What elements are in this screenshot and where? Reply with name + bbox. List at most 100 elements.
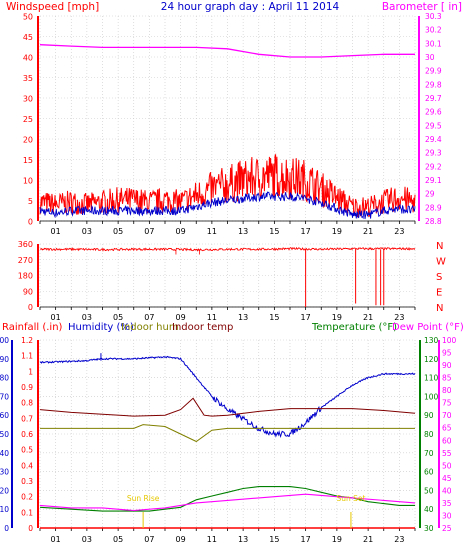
compass-label: E bbox=[436, 288, 442, 299]
rainfall-tick-label: 0.1 bbox=[21, 508, 33, 517]
dew-point-tick-label: 55 bbox=[442, 449, 452, 458]
humidity-axis-title: Humidity (%) bbox=[68, 322, 134, 333]
humidity-tick-label: 60 bbox=[0, 411, 9, 420]
temperature-tick-label: 80 bbox=[424, 430, 434, 439]
hour-tick-label: 23 bbox=[394, 535, 404, 544]
barometer-tick-label: 29 bbox=[425, 190, 435, 199]
temperature-tick-label: 70 bbox=[424, 449, 434, 458]
indoor-humidity-line bbox=[40, 424, 415, 443]
hour-tick-label: 03 bbox=[82, 313, 92, 322]
indoor-temp-line bbox=[39, 397, 416, 417]
dew-point-line bbox=[39, 493, 416, 512]
humidity-line bbox=[39, 355, 416, 438]
temperature-tick-label: 100 bbox=[424, 392, 439, 401]
dew-point-tick-label: 100 bbox=[442, 336, 457, 345]
wind-barometer-panel: 0510152025303540455028.828.92929.129.229… bbox=[23, 12, 442, 236]
hour-tick-label: 23 bbox=[394, 227, 404, 236]
windspeed-tick-label: 10 bbox=[23, 177, 33, 186]
dew-point-tick-label: 85 bbox=[442, 374, 452, 383]
hour-tick-label: 11 bbox=[207, 227, 217, 236]
rainfall-tick-label: 0.2 bbox=[21, 493, 33, 502]
hour-tick-label: 15 bbox=[269, 313, 279, 322]
dew-point-tick-label: 95 bbox=[442, 349, 452, 358]
dew-point-tick-label: 70 bbox=[442, 411, 452, 420]
barometer-tick-label: 29.7 bbox=[425, 94, 442, 103]
humidity-tick-label: 90 bbox=[0, 355, 9, 364]
rainfall-tick-label: 1.2 bbox=[21, 336, 33, 345]
barometer-tick-label: 29.6 bbox=[425, 108, 442, 117]
barometer-tick-label: 28.8 bbox=[425, 217, 442, 226]
humidity-tick-label: 0 bbox=[4, 524, 9, 533]
humidity-tick-label: 80 bbox=[0, 374, 9, 383]
windspeed-tick-label: 25 bbox=[23, 115, 33, 124]
rainfall-tick-label: 0.5 bbox=[21, 446, 33, 455]
windspeed-tick-label: 0 bbox=[28, 218, 33, 227]
dew-point-tick-label: 30 bbox=[442, 511, 452, 520]
humidity-tick-label: 10 bbox=[0, 505, 9, 514]
hour-tick-label: 05 bbox=[113, 313, 123, 322]
hour-tick-label: 01 bbox=[51, 535, 61, 544]
windspeed-tick-label: 15 bbox=[23, 156, 33, 165]
wind-direction-line bbox=[39, 246, 416, 252]
dew-point-tick-label: 35 bbox=[442, 499, 452, 508]
rainfall-tick-label: 0.4 bbox=[21, 461, 33, 470]
temperature-panel-header: Rainfall (.in) Humidity (%)Indoor humIndo… bbox=[2, 322, 464, 333]
hour-tick-label: 21 bbox=[363, 535, 373, 544]
hour-tick-label: 09 bbox=[176, 313, 186, 322]
temperature-humidity-panel: 010203040506070809010000.10.20.30.40.50.… bbox=[0, 336, 457, 544]
indoor-humidity-title: Indoor hum bbox=[121, 322, 179, 333]
temperature-tick-label: 130 bbox=[424, 336, 439, 345]
barometer-tick-label: 30 bbox=[425, 53, 435, 62]
hour-tick-label: 17 bbox=[301, 227, 311, 236]
humidity-tick-label: 30 bbox=[0, 468, 9, 477]
hour-tick-label: 19 bbox=[332, 535, 342, 544]
barometer-tick-label: 29.3 bbox=[425, 149, 442, 158]
barometer-tick-label: 29.9 bbox=[425, 67, 442, 76]
hour-tick-label: 07 bbox=[144, 227, 154, 236]
graph-title: 24 hour graph day : April 11 2014 bbox=[161, 1, 340, 13]
barometer-tick-label: 29.1 bbox=[425, 176, 442, 185]
compass-label: S bbox=[436, 272, 442, 283]
temperature-tick-label: 90 bbox=[424, 411, 434, 420]
humidity-tick-label: 70 bbox=[0, 392, 9, 401]
hour-tick-label: 11 bbox=[207, 535, 217, 544]
dew-point-tick-label: 65 bbox=[442, 424, 452, 433]
windspeed-tick-label: 35 bbox=[23, 74, 33, 83]
sunrise-label: Sun Rise bbox=[127, 494, 160, 503]
dew-point-tick-label: 50 bbox=[442, 461, 452, 470]
rainfall-axis-title: Rainfall (.in) bbox=[2, 322, 63, 333]
barometer-axis-title: Barometer [ in] bbox=[382, 1, 462, 13]
windspeed-axis-title: Windspeed [mph] bbox=[6, 1, 99, 13]
compass-label: N bbox=[436, 241, 443, 252]
hour-tick-label: 05 bbox=[113, 535, 123, 544]
barometer-tick-label: 29.4 bbox=[425, 135, 442, 144]
barometer-tick-label: 28.9 bbox=[425, 203, 442, 212]
hour-tick-label: 01 bbox=[51, 313, 61, 322]
hour-tick-label: 15 bbox=[269, 535, 279, 544]
hour-tick-label: 03 bbox=[82, 535, 92, 544]
temperature-tick-label: 60 bbox=[424, 468, 434, 477]
compass-label: W bbox=[436, 257, 446, 268]
rainfall-tick-label: 0 bbox=[28, 524, 33, 533]
barometer-tick-label: 29.8 bbox=[425, 80, 442, 89]
hour-tick-label: 17 bbox=[301, 313, 311, 322]
hour-tick-label: 21 bbox=[363, 313, 373, 322]
barometer-tick-label: 30.3 bbox=[425, 12, 442, 21]
temperature-tick-label: 110 bbox=[424, 374, 439, 383]
hour-tick-label: 15 bbox=[269, 227, 279, 236]
sunset-label: Sun Set bbox=[336, 494, 365, 503]
hour-tick-label: 13 bbox=[238, 227, 248, 236]
dew-point-tick-label: 60 bbox=[442, 436, 452, 445]
temperature-tick-label: 30 bbox=[424, 524, 434, 533]
hour-tick-label: 07 bbox=[144, 313, 154, 322]
rainfall-tick-label: 0.7 bbox=[21, 414, 33, 423]
hour-tick-label: 03 bbox=[82, 227, 92, 236]
windspeed-tick-label: 20 bbox=[23, 136, 33, 145]
barometer-tick-label: 29.5 bbox=[425, 121, 442, 130]
windspeed-gust-line bbox=[39, 191, 416, 220]
rainfall-tick-label: 0.8 bbox=[21, 399, 33, 408]
direction-tick-label: 270 bbox=[18, 256, 33, 265]
direction-tick-label: 0 bbox=[28, 303, 33, 312]
temperature-tick-label: 50 bbox=[424, 486, 434, 495]
